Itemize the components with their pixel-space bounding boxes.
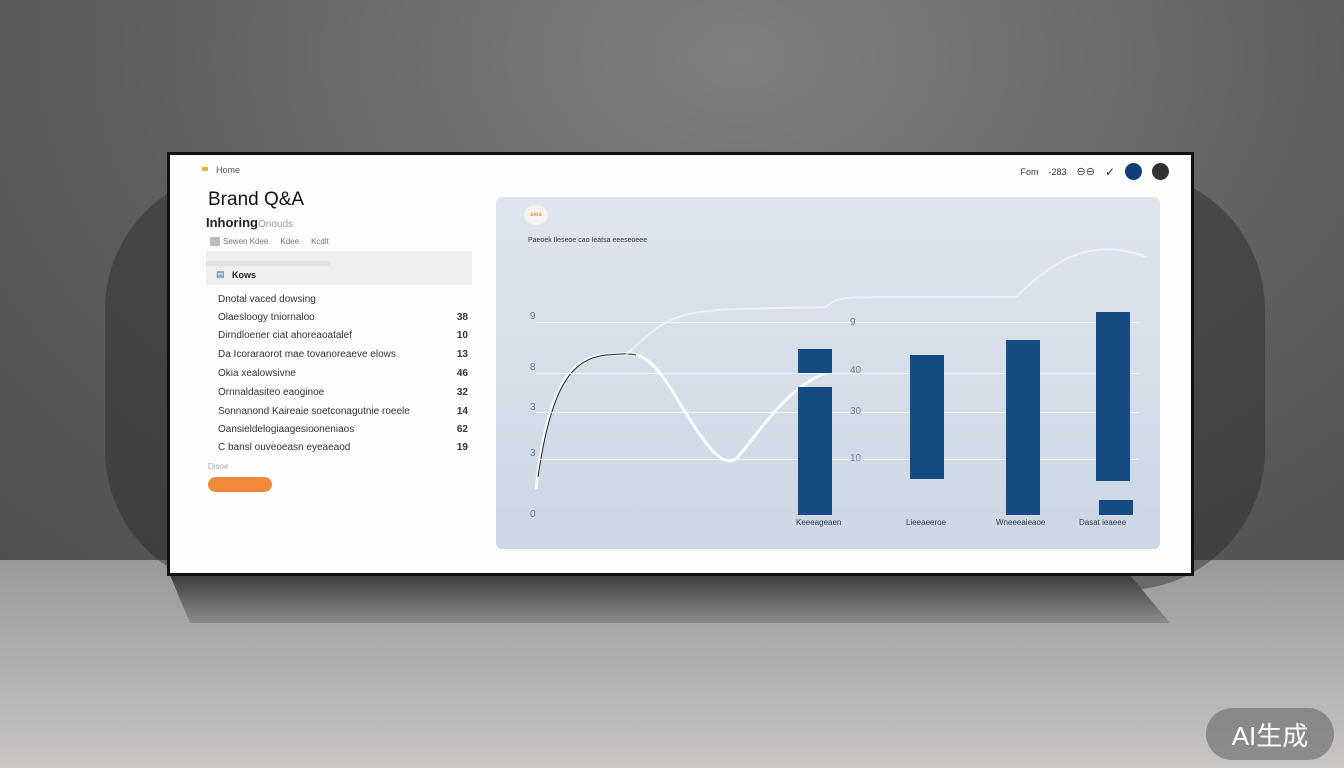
gridline [536, 322, 1138, 323]
gridline [536, 373, 1138, 374]
x-category-label: Keeeageaen [796, 518, 842, 527]
bar[interactable] [1099, 500, 1133, 515]
item-label: Ornnaldasiteo eaoginoe [218, 387, 325, 398]
x-category-label: Wneeeaieaoe [996, 518, 1046, 527]
bar[interactable] [1096, 312, 1130, 481]
y-tick-right: 30 [850, 406, 862, 417]
breadcrumb[interactable]: Home [216, 165, 241, 175]
item-label: Da Icoraraorot mae tovanoreaeve elows [218, 349, 396, 360]
list-item[interactable]: Sonnanond Kaireaie soetconagutnie roeele… [218, 406, 468, 417]
item-count: 32 [456, 387, 468, 398]
info-icon[interactable] [1152, 163, 1169, 180]
item-label: Dnotal vaced dowsing [218, 294, 316, 305]
y-tick-right: 9 [850, 317, 856, 328]
chart-panel: aiea Paeoek Ileseoe cao Ieatsa eeeseoeee… [496, 197, 1160, 549]
list-item[interactable]: Dirndloener ciat ahoreaoatalef 10 [218, 330, 468, 341]
chart-title: Paeoek Ileseoe cao Ieatsa eeeseoeee [528, 237, 648, 244]
list-item[interactable]: Oansieldelogiaagesiooneniaos 62 [218, 424, 468, 435]
item-count: 14 [456, 406, 468, 417]
bar[interactable] [1006, 340, 1040, 515]
item-label: Oansieldelogiaagesiooneniaos [218, 424, 355, 435]
dashboard-screen: Home Fom -283 ⊖⊖ ✓ Brand Q&A InhoringOno… [170, 155, 1191, 573]
glasses-icon[interactable]: ⊖⊖ [1076, 166, 1095, 178]
monitor-stand [170, 575, 1170, 623]
section-label: Kows [232, 270, 257, 280]
list-footer: Disoe [208, 462, 229, 471]
gridline [536, 412, 1138, 413]
list-item[interactable]: Okia xealowsivne 46 [218, 368, 468, 379]
section-header: ▤ Kows [206, 251, 472, 285]
list-item[interactable]: Da Icoraraorot mae tovanoreaeve elows 13 [218, 349, 468, 360]
y-tick-left: 3 [530, 402, 536, 413]
y-tick-left: 3 [530, 448, 536, 459]
list-item[interactable]: Ornnaldasiteo eaoginoe 32 [218, 387, 468, 398]
gridline [536, 459, 1138, 460]
tab-1[interactable]: Sewen Kdee [210, 237, 268, 246]
item-count: 38 [456, 312, 468, 323]
y-tick-right: 10 [850, 453, 862, 464]
item-count: 13 [456, 349, 468, 360]
x-category-label: Lieeaeeroe [906, 518, 947, 527]
y-tick-left: 8 [530, 362, 536, 373]
ai-watermark: AI生成 [1206, 708, 1334, 760]
sidebar-tabs: Sewen Kdee Kdee Kcdlt [210, 237, 329, 246]
item-label: Sonnanond Kaireaie soetconagutnie roeele [218, 406, 410, 417]
bar[interactable] [910, 355, 944, 479]
list-item[interactable]: Dnotal vaced dowsing [218, 294, 468, 305]
item-label: Dirndloener ciat ahoreaoatalef [218, 330, 352, 341]
y-tick-left: 0 [530, 509, 536, 520]
page-subtitle: InhoringOnouds [206, 215, 294, 230]
list-item[interactable]: C bansl ouveoeasn eyeaeaod 19 [218, 442, 468, 453]
toolbar-label: Fom [1020, 166, 1039, 177]
item-count: 10 [456, 330, 468, 341]
item-label: C bansl ouveoeasn eyeaeaod [218, 442, 351, 453]
monitor: Home Fom -283 ⊖⊖ ✓ Brand Q&A InhoringOno… [167, 152, 1194, 576]
y-tick-right: 40 [850, 365, 862, 376]
chart-badge: aiea [524, 205, 548, 225]
toolbar-count: -283 [1048, 166, 1067, 177]
item-label: Okia xealowsivne [218, 368, 296, 379]
bar[interactable] [798, 349, 832, 373]
x-category-label: Dasat ieaeee [1079, 518, 1127, 527]
page-title: Brand Q&A [208, 189, 305, 210]
logo-icon [202, 167, 208, 171]
primary-button[interactable] [208, 477, 272, 492]
item-count: 46 [456, 368, 468, 379]
bar[interactable] [798, 387, 832, 515]
tab-3[interactable]: Kcdlt [311, 237, 329, 246]
check-icon[interactable]: ✓ [1104, 164, 1115, 179]
y-tick-left: 9 [530, 311, 536, 322]
item-count: 62 [456, 424, 468, 435]
item-count: 19 [456, 442, 468, 453]
user-avatar[interactable] [1125, 163, 1142, 180]
trend-line [534, 248, 1147, 490]
tab-2[interactable]: Kdee [280, 237, 300, 246]
list-icon: ▤ [216, 269, 225, 279]
list-item[interactable]: Olaesloogy tniornaloo 38 [218, 312, 468, 323]
top-toolbar: Fom -283 ⊖⊖ ✓ [1020, 163, 1169, 180]
item-label: Olaesloogy tniornaloo [218, 312, 315, 323]
